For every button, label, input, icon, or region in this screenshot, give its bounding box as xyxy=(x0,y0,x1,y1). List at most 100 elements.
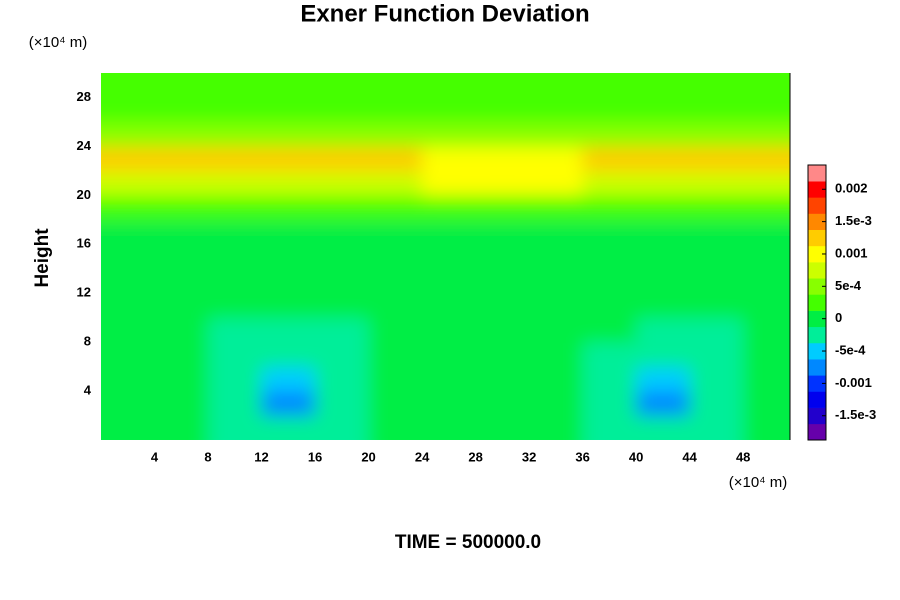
field-cell xyxy=(422,121,477,147)
field xyxy=(101,73,790,440)
field-cell xyxy=(261,146,316,172)
field-cell xyxy=(582,73,637,98)
field-cell xyxy=(475,219,530,245)
field-cell xyxy=(154,268,209,294)
field-cell xyxy=(636,244,691,270)
colorbar-band xyxy=(808,359,826,376)
field-cell xyxy=(154,317,209,343)
field-cell xyxy=(154,73,209,98)
colorbar-band xyxy=(808,181,826,198)
field-cell xyxy=(208,391,263,417)
field-cell xyxy=(315,244,370,270)
colorbar-band xyxy=(808,391,826,408)
field-cell xyxy=(689,219,744,245)
field-cell xyxy=(475,121,530,147)
field-cell xyxy=(261,391,316,417)
field-cell xyxy=(422,244,477,270)
field-cell xyxy=(208,146,263,172)
colorbar-band xyxy=(808,342,826,360)
field-cell xyxy=(422,170,477,196)
field-cell xyxy=(743,195,790,221)
field-cell xyxy=(636,219,691,245)
field-cell xyxy=(208,97,263,123)
field-cell xyxy=(529,415,584,440)
field-cell xyxy=(636,97,691,123)
field-cell xyxy=(582,97,637,123)
field-cell xyxy=(368,268,423,294)
field-cell xyxy=(689,73,744,98)
field-cell xyxy=(529,268,584,294)
colorbar-band xyxy=(808,262,826,279)
y-tick-label: 12 xyxy=(77,285,91,300)
y-tick-label: 28 xyxy=(77,89,91,104)
field-cell xyxy=(315,391,370,417)
field-cell xyxy=(475,268,530,294)
field-cell xyxy=(582,366,637,392)
field-cell xyxy=(315,121,370,147)
field-cell xyxy=(154,121,209,147)
colorbar-band xyxy=(808,245,826,263)
field-cell xyxy=(529,195,584,221)
colorbar-band xyxy=(808,229,826,247)
field-cell xyxy=(743,170,790,196)
field-cell xyxy=(475,366,530,392)
field-cell xyxy=(368,293,423,319)
y-tick-label: 20 xyxy=(77,187,91,202)
field-cell xyxy=(529,170,584,196)
field-cell xyxy=(743,342,790,368)
field-cell xyxy=(475,97,530,123)
field-cell xyxy=(101,244,156,270)
field-cell xyxy=(208,170,263,196)
field-cell xyxy=(368,342,423,368)
field-cell xyxy=(582,146,637,172)
field-cell xyxy=(422,317,477,343)
field-cell xyxy=(582,195,637,221)
field-cell xyxy=(582,317,637,343)
field-cell xyxy=(689,121,744,147)
field-cell xyxy=(101,415,156,440)
field-cell xyxy=(636,121,691,147)
field-cell xyxy=(101,73,156,98)
field-cell xyxy=(529,97,584,123)
field-cell xyxy=(315,293,370,319)
field-cell xyxy=(636,268,691,294)
field-cell xyxy=(422,366,477,392)
field-cell xyxy=(154,293,209,319)
field-cell xyxy=(154,219,209,245)
field-cell xyxy=(101,170,156,196)
colorbar-tick-label: 1.5e-3 xyxy=(835,213,872,228)
field-cell xyxy=(743,391,790,417)
field-cell xyxy=(154,415,209,440)
field-cell xyxy=(743,121,790,147)
field-cell xyxy=(154,170,209,196)
field-cell xyxy=(368,97,423,123)
field-cell xyxy=(422,268,477,294)
field-cell xyxy=(475,73,530,98)
x-tick-label: 24 xyxy=(415,449,430,464)
colorbar-band xyxy=(808,213,826,231)
x-tick-label: 28 xyxy=(468,449,482,464)
field-cell xyxy=(208,342,263,368)
field-cell xyxy=(261,342,316,368)
field-cell xyxy=(743,244,790,270)
field-cell xyxy=(101,121,156,147)
field-cell xyxy=(154,244,209,270)
field-cell xyxy=(101,342,156,368)
field-cell xyxy=(475,293,530,319)
field-cell xyxy=(154,146,209,172)
x-tick-label: 20 xyxy=(361,449,375,464)
field-cell xyxy=(368,244,423,270)
field-cell xyxy=(368,391,423,417)
field-cell xyxy=(368,195,423,221)
field-cell xyxy=(529,146,584,172)
field-cell xyxy=(368,170,423,196)
field-cell xyxy=(261,219,316,245)
x-tick-label: 48 xyxy=(736,449,750,464)
field-cell xyxy=(208,244,263,270)
field-cell xyxy=(636,170,691,196)
field-cell xyxy=(475,146,530,172)
field-cell xyxy=(154,391,209,417)
field-cell xyxy=(582,219,637,245)
field-cell xyxy=(368,317,423,343)
field-cell xyxy=(636,415,691,440)
